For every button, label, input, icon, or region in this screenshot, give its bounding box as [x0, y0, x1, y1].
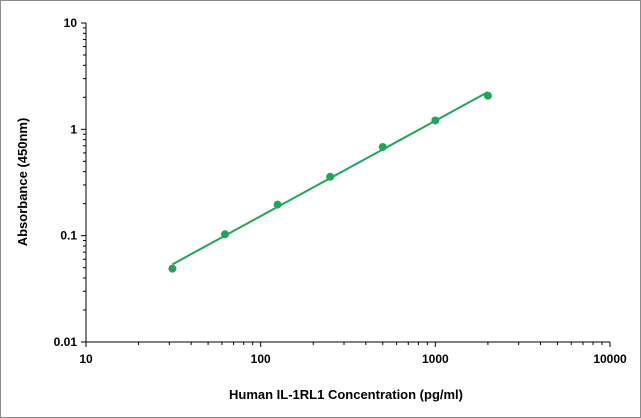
axis-ticks: [81, 22, 611, 347]
axes: [85, 23, 610, 343]
y-axis-title: Absorbance (450nm): [15, 118, 30, 247]
y-tick-label: 0.1: [60, 229, 77, 243]
data-point: [273, 200, 282, 209]
x-tick-label: 1000: [422, 352, 449, 366]
data-point: [378, 142, 387, 151]
tick-labels: 0.01 0.1 1 10 10 100 1000 10000: [54, 16, 627, 366]
data-point: [431, 116, 440, 125]
x-axis-title: Human IL-1RL1 Concentration (pg/ml): [229, 387, 463, 402]
y-tick-label: 10: [64, 16, 78, 30]
data-point: [221, 230, 230, 239]
x-tick-label: 10000: [593, 352, 627, 366]
x-tick-label: 10: [79, 352, 93, 366]
data-point: [168, 264, 177, 273]
data-points: [168, 91, 492, 273]
y-tick-label: 0.01: [54, 335, 78, 349]
x-tick-label: 100: [251, 352, 271, 366]
data-point: [483, 91, 492, 100]
y-tick-label: 1: [70, 122, 77, 136]
data-point: [326, 172, 335, 181]
